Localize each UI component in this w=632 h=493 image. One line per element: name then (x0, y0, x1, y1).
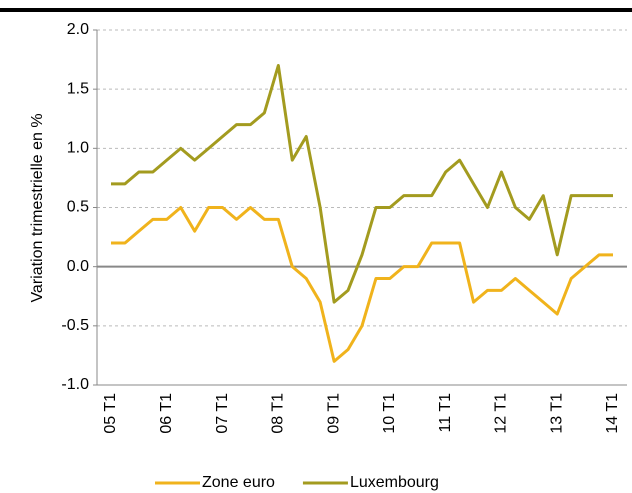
x-tick-label: 08 T1 (270, 393, 287, 434)
x-tick-label: 14 T1 (604, 393, 621, 434)
y-tick-label: 0.0 (67, 258, 89, 275)
top-rule (0, 8, 632, 12)
y-axis-label: Variation trimestrielle en % (29, 113, 46, 302)
legend-label: Zone euro (202, 474, 275, 491)
y-tick-label: -0.5 (61, 317, 89, 334)
x-tick-label: 05 T1 (102, 393, 119, 434)
x-tick-label: 07 T1 (214, 393, 231, 434)
x-tick-label: 11 T1 (437, 393, 454, 433)
legend-label: Luxembourg (350, 474, 439, 491)
x-tick-label: 13 T1 (548, 393, 565, 434)
y-tick-label: 0.5 (67, 199, 89, 216)
y-tick-label: 1.5 (67, 80, 89, 97)
y-tick-label: -1.0 (61, 376, 89, 393)
x-tick-label: 09 T1 (325, 393, 342, 434)
series-line (111, 64, 613, 304)
x-tick-label: 12 T1 (493, 393, 510, 434)
y-tick-label: 1.0 (67, 140, 89, 157)
series-line (111, 206, 613, 363)
x-tick-label: 10 T1 (381, 393, 398, 434)
x-tick-label: 06 T1 (158, 393, 175, 434)
y-tick-label: 2.0 (67, 21, 89, 38)
